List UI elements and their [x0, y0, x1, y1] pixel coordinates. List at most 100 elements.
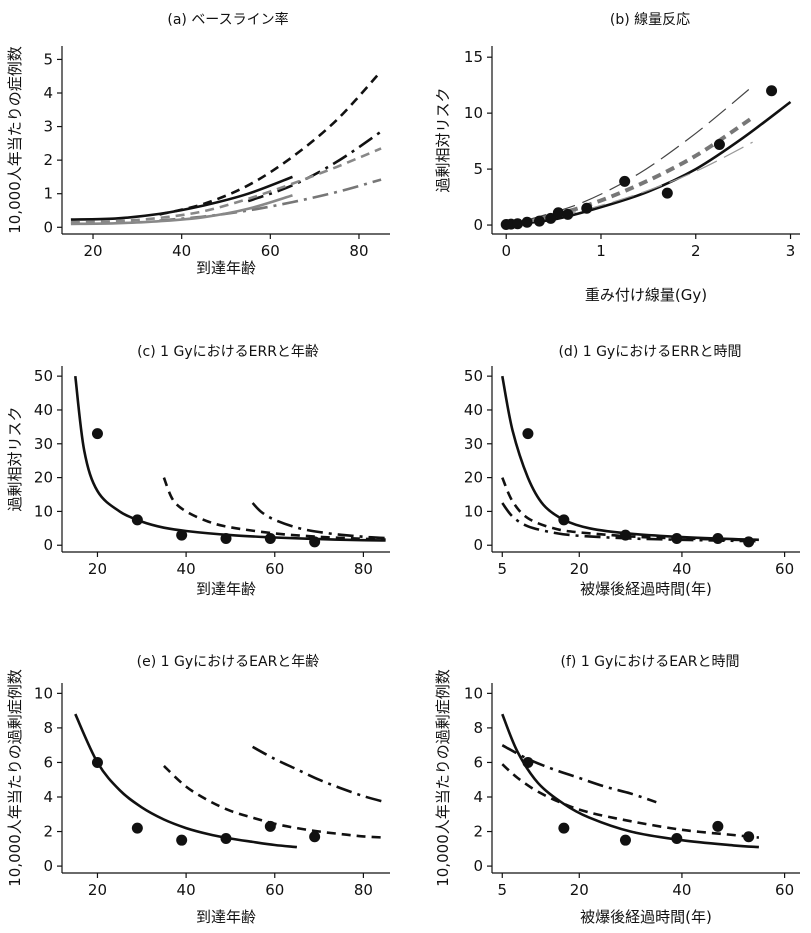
x-axis-label: 被爆後経過時間(年): [580, 580, 712, 598]
y-tick-label: 20: [34, 469, 53, 487]
data-point: [766, 85, 778, 97]
y-tick-label: 5: [43, 50, 53, 68]
y-tick-label: 0: [473, 536, 483, 554]
data-point: [264, 820, 276, 832]
x-tick-label: 20: [570, 881, 589, 899]
x-tick-label: 5: [497, 881, 507, 899]
data-point: [558, 514, 570, 526]
series-line-3: [247, 130, 382, 203]
series-line-2: [501, 477, 759, 542]
y-tick-label: 2: [43, 151, 53, 169]
x-tick-label: 40: [172, 242, 191, 260]
y-axis-label: 過剰相対リスク: [434, 87, 452, 192]
data-point: [91, 428, 103, 440]
data-point: [619, 529, 631, 541]
series-line-3: [251, 502, 386, 540]
x-tick-label: 20: [83, 242, 102, 260]
data-point: [533, 215, 545, 227]
data-point: [545, 212, 557, 224]
series-line-1: [74, 713, 298, 849]
series-line-3: [251, 745, 386, 804]
data-point: [712, 820, 724, 832]
panel-f: 5 20 40 60 0 2 4 6 8 10 (f) 1 GyにおけるEARと時間被爆後経過時間(…: [434, 654, 800, 926]
y-tick-label: 3: [43, 118, 53, 136]
y-tick-label: 5: [473, 160, 483, 178]
data-point: [309, 831, 321, 843]
data-point: [619, 834, 631, 846]
x-tick-label: 80: [354, 560, 373, 578]
series-line-1: [501, 375, 759, 542]
y-tick-label: 4: [43, 788, 53, 806]
x-tick-label: 5: [497, 560, 507, 578]
data-point: [558, 822, 570, 834]
y-tick-label: 4: [473, 788, 483, 806]
y-tick-label: 50: [464, 367, 483, 385]
data-point: [713, 138, 725, 150]
x-tick-label: 80: [354, 881, 373, 899]
y-tick-label: 10: [464, 104, 483, 122]
y-tick-label: 2: [43, 823, 53, 841]
data-point: [671, 832, 683, 844]
data-point: [264, 532, 276, 544]
series-line-1: [74, 375, 386, 542]
x-tick-label: 40: [177, 560, 196, 578]
y-tick-label: 40: [464, 401, 483, 419]
data-point: [661, 187, 673, 199]
panel-d: 5 20 40 60 0 10 20 30 40 50 (d) 1 GyにおけるERRと時間被爆後経…: [464, 344, 800, 598]
x-axis-label: 到達年齢: [196, 908, 256, 926]
series-line-2: [524, 115, 754, 224]
y-tick-label: 50: [34, 367, 53, 385]
data-point: [581, 202, 593, 214]
chart-title: (e) 1 GyにおけるEARと年齢: [137, 654, 320, 670]
y-tick-label: 4: [43, 84, 53, 102]
data-point: [220, 532, 232, 544]
data-point: [91, 756, 103, 768]
x-tick-label: 3: [786, 242, 796, 260]
y-tick-label: 8: [473, 719, 483, 737]
y-tick-label: 10: [34, 502, 53, 520]
series-line-4: [70, 147, 382, 224]
data-point: [562, 208, 574, 220]
data-point: [220, 832, 232, 844]
y-tick-label: 6: [473, 753, 483, 771]
y-axis-label: 10,000人年当たりの過剰症例数: [434, 669, 452, 887]
x-tick-label: 2: [691, 242, 701, 260]
y-tick-label: 10: [34, 684, 53, 702]
x-tick-label: 20: [88, 560, 107, 578]
x-tick-label: 60: [261, 242, 280, 260]
chart-title: (f) 1 GyにおけるEARと時間: [561, 654, 740, 670]
x-tick-label: 20: [88, 881, 107, 899]
y-tick-label: 0: [43, 536, 53, 554]
data-point: [522, 428, 534, 440]
series-line-3: [501, 744, 657, 804]
x-tick-label: 60: [265, 560, 284, 578]
series-line-2: [162, 477, 386, 541]
data-point: [552, 207, 564, 219]
data-point: [176, 529, 188, 541]
y-tick-label: 0: [43, 857, 53, 875]
y-tick-label: 30: [464, 435, 483, 453]
y-tick-label: 30: [34, 435, 53, 453]
x-tick-label: 40: [672, 881, 691, 899]
series-line-2: [501, 763, 760, 839]
y-tick-label: 10: [464, 502, 483, 520]
x-tick-label: 60: [265, 881, 284, 899]
series-line-2: [159, 70, 383, 216]
x-tick-label: 40: [672, 560, 691, 578]
data-point: [512, 218, 524, 230]
x-tick-label: 80: [349, 242, 368, 260]
x-axis-label: 到達年齢: [196, 580, 256, 598]
series-line-6: [70, 194, 293, 226]
data-point: [131, 514, 143, 526]
chart-title: (c) 1 GyにおけるERRと年齢: [137, 344, 319, 360]
chart-title: (b) 線量反応: [610, 12, 690, 28]
y-tick-label: 8: [43, 719, 53, 737]
chart-title: (d) 1 GyにおけるERRと時間: [558, 344, 741, 360]
y-tick-label: 6: [43, 753, 53, 771]
x-tick-label: 60: [775, 881, 794, 899]
x-tick-label: 60: [775, 560, 794, 578]
